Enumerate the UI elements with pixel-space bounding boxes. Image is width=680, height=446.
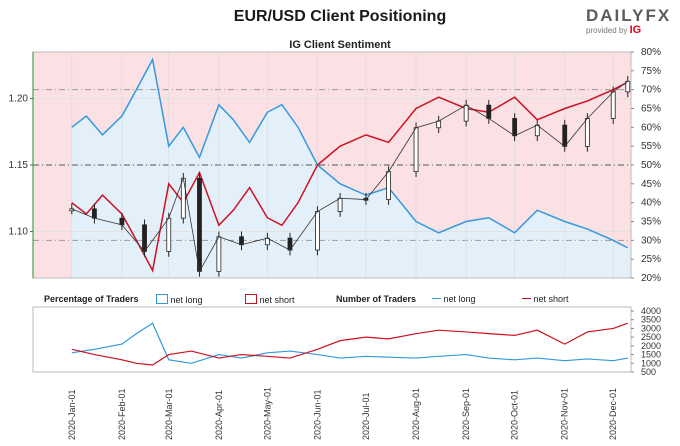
candle-body bbox=[197, 177, 202, 272]
x-tick-label: 2020-Mar-01 bbox=[164, 388, 174, 440]
candle-body bbox=[463, 104, 469, 122]
brand-name: DAILYFX bbox=[586, 6, 672, 25]
x-tick-label: 2020-Oct-01 bbox=[510, 390, 520, 440]
pct-tick-label: 70% bbox=[641, 85, 661, 96]
pct-legend-short-label: net short bbox=[259, 295, 295, 305]
candle-body bbox=[337, 197, 343, 212]
pct-tick-label: 80% bbox=[641, 47, 661, 58]
x-tick-label: 2020-Nov-01 bbox=[560, 388, 570, 440]
num-legend: Number of Traders bbox=[336, 294, 416, 304]
candle-body bbox=[610, 91, 616, 119]
candle-body bbox=[562, 124, 568, 147]
chart-subtitle: IG Client Sentiment bbox=[289, 39, 391, 51]
net-long-area bbox=[71, 59, 632, 279]
x-tick-label: 2020-Aug-01 bbox=[411, 388, 421, 440]
candle-body bbox=[166, 217, 172, 252]
trader-net-short-line bbox=[71, 322, 628, 366]
candle-body bbox=[92, 208, 97, 219]
price-tick-label: 1.10 bbox=[9, 226, 29, 237]
net-short-line bbox=[71, 81, 629, 273]
pct-tick-label: 55% bbox=[641, 141, 661, 152]
candle-body bbox=[119, 217, 125, 226]
count-tick-label: 1500 bbox=[641, 350, 661, 360]
count-tick-label: 3000 bbox=[641, 323, 661, 333]
candle-body bbox=[142, 224, 147, 252]
count-tick-label: 3500 bbox=[641, 315, 661, 325]
candle-body bbox=[239, 236, 244, 246]
count-tick-label: 500 bbox=[641, 367, 656, 377]
pct-tick-label: 20% bbox=[641, 273, 661, 284]
x-tick-label: 2020-Apr-01 bbox=[214, 390, 224, 440]
candle-body bbox=[436, 120, 442, 129]
candle-body bbox=[386, 171, 391, 200]
x-tick-label: 2020-Feb-01 bbox=[117, 388, 127, 440]
brand-logo[interactable]: DAILYFX provided by IG bbox=[586, 6, 676, 36]
page-title: EUR/USD Client Positioning bbox=[233, 8, 447, 25]
pct-tick-label: 65% bbox=[641, 104, 661, 115]
ig-logo: IG bbox=[629, 24, 642, 36]
num-legend-long: net long bbox=[432, 294, 476, 304]
x-tick-label: 2020-Jul-01 bbox=[361, 392, 371, 440]
candle-body bbox=[512, 118, 518, 137]
count-tick-label: 1000 bbox=[641, 358, 661, 368]
net-long-line-swatch bbox=[432, 298, 441, 299]
pct-legend-short: net short bbox=[245, 294, 295, 305]
candle-body bbox=[534, 124, 540, 137]
pct-legend-long: net long bbox=[156, 294, 203, 305]
x-tick-label: 2020-Sep-01 bbox=[461, 388, 471, 440]
candle-body bbox=[625, 80, 631, 93]
trader-net-long-line bbox=[71, 322, 628, 364]
num-legend-header: Number of Traders bbox=[336, 294, 417, 304]
num-legend-long-label: net long bbox=[443, 294, 476, 304]
pct-tick-label: 30% bbox=[641, 235, 661, 246]
pct-tick-label: 50% bbox=[641, 160, 661, 171]
num-legend-short-label: net short bbox=[533, 294, 569, 304]
x-tick-label: 2020-Dec-01 bbox=[608, 388, 618, 440]
brand-tagline: provided by IG bbox=[586, 24, 642, 36]
price-tick-label: 1.20 bbox=[9, 94, 29, 105]
pct-tick-label: 25% bbox=[641, 254, 661, 265]
count-tick-label: 2000 bbox=[641, 341, 661, 351]
price-candle bbox=[216, 231, 222, 277]
price-line bbox=[71, 80, 629, 273]
candle-body bbox=[413, 127, 419, 173]
pct-tick-label: 45% bbox=[641, 179, 661, 190]
candle-body bbox=[315, 211, 320, 251]
pct-tick-label: 60% bbox=[641, 122, 661, 133]
pct-tick-label: 75% bbox=[641, 66, 661, 77]
pct-legend-header: Percentage of Traders bbox=[44, 294, 139, 304]
pct-legend-long-label: net long bbox=[170, 295, 203, 305]
candle-body bbox=[584, 118, 590, 147]
pct-tick-label: 35% bbox=[641, 217, 661, 228]
count-tick-label: 4000 bbox=[641, 306, 661, 316]
net-long-swatch bbox=[156, 294, 168, 304]
count-tick-label: 2500 bbox=[641, 332, 661, 342]
x-tick-label: 2020-Jan-01 bbox=[67, 389, 77, 440]
trader-count-frame bbox=[32, 306, 632, 373]
x-tick-label: 2020-Jun-01 bbox=[312, 389, 322, 440]
candle-body bbox=[486, 104, 492, 119]
net-short-line-swatch bbox=[522, 298, 531, 299]
num-legend-short: net short bbox=[522, 294, 569, 304]
pct-tick-label: 40% bbox=[641, 198, 661, 209]
candle-body bbox=[216, 236, 222, 272]
x-tick-label: 2020-May-01 bbox=[262, 387, 272, 440]
net-short-swatch bbox=[245, 294, 257, 304]
price-tick-label: 1.15 bbox=[9, 160, 29, 171]
pct-legend: Percentage of Traders bbox=[44, 294, 139, 304]
net-long-line bbox=[71, 57, 629, 249]
